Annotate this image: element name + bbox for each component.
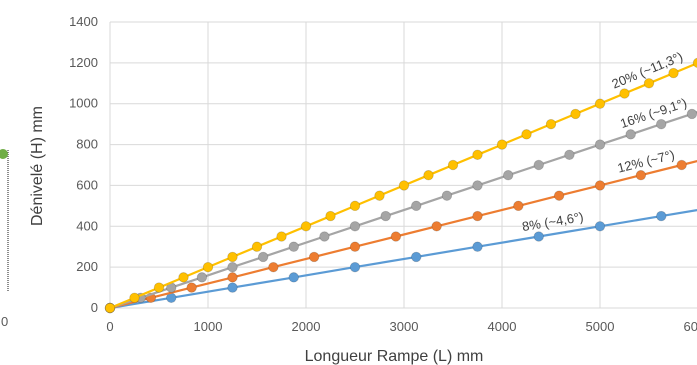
x-tick-label: 6000 — [684, 319, 697, 334]
x-tick-label: 4000 — [488, 319, 517, 334]
data-point — [227, 261, 238, 273]
data-point — [594, 221, 606, 232]
data-point — [374, 190, 385, 201]
data-point — [594, 180, 606, 191]
x-tick-label: 2000 — [292, 319, 321, 334]
data-point — [686, 108, 697, 120]
y-tick-label: 600 — [76, 177, 98, 192]
x-axis-title: Longueur Rampe (L) mm — [305, 348, 484, 365]
data-point — [472, 149, 483, 160]
data-point — [502, 170, 514, 181]
data-point — [594, 139, 606, 150]
y-tick-label: 1400 — [69, 14, 98, 29]
data-point — [545, 118, 557, 130]
x-tick-label: 1000 — [194, 319, 223, 334]
data-point — [104, 302, 116, 314]
data-point — [594, 98, 606, 109]
data-point — [349, 241, 361, 252]
data-point — [288, 241, 299, 252]
data-point — [227, 251, 238, 263]
series-3 — [104, 108, 697, 314]
series-line — [109, 160, 697, 310]
data-point — [153, 282, 165, 293]
data-point — [570, 108, 581, 120]
data-point — [472, 210, 483, 222]
data-point — [564, 149, 575, 160]
y-tick-label: 1000 — [69, 96, 98, 111]
data-point — [288, 272, 299, 283]
data-point — [251, 241, 263, 252]
data-point — [196, 272, 208, 283]
data-point — [349, 261, 361, 273]
data-point — [380, 210, 391, 222]
series-layer — [104, 57, 697, 314]
data-point — [472, 241, 483, 252]
data-point — [349, 200, 361, 212]
data-point — [178, 272, 189, 283]
data-point — [325, 210, 336, 222]
partial-left-chart: 0 — [0, 149, 9, 329]
data-point — [319, 231, 330, 242]
data-point — [619, 88, 630, 99]
data-point — [398, 180, 410, 191]
data-point — [300, 221, 312, 232]
data-point — [411, 251, 422, 263]
data-point — [625, 129, 636, 140]
data-point — [553, 190, 565, 201]
y-tick-labels: 0 200 400 600 800 1000 1200 1400 — [69, 14, 98, 315]
data-point — [411, 200, 422, 212]
x-tick-labels: 0 1000 2000 3000 4000 5000 6000 — [106, 319, 697, 334]
data-point — [423, 170, 434, 181]
data-point — [268, 261, 279, 273]
data-point — [349, 221, 361, 232]
data-point — [692, 57, 697, 68]
data-point — [656, 210, 667, 222]
data-point — [533, 231, 544, 242]
y-axis-title: Dénivelé (H) mm — [29, 106, 46, 226]
data-point — [656, 118, 667, 130]
x-tick-label: 3000 — [390, 319, 419, 334]
data-point — [513, 200, 524, 212]
x-tick-label: 5000 — [586, 319, 615, 334]
data-point — [676, 159, 687, 171]
data-point — [533, 159, 544, 171]
series-4 — [104, 57, 697, 314]
y-tick-label: 800 — [76, 137, 98, 152]
data-point — [129, 292, 140, 303]
data-point — [227, 272, 238, 283]
data-point — [441, 190, 453, 201]
series-2 — [104, 159, 697, 314]
data-point — [257, 251, 269, 263]
y-tick-label: 0 — [91, 300, 98, 315]
partial-left-marker — [0, 149, 8, 159]
data-point — [635, 170, 647, 181]
data-point — [472, 180, 483, 191]
y-tick-label: 200 — [76, 259, 98, 274]
data-point — [390, 231, 402, 242]
data-point — [496, 139, 508, 150]
data-point — [202, 261, 214, 273]
data-point — [668, 67, 679, 79]
data-point — [186, 282, 197, 293]
data-point — [227, 282, 238, 293]
data-point — [447, 159, 459, 171]
partial-left-tick-label: 0 — [1, 314, 8, 329]
data-point — [521, 129, 532, 140]
x-tick-label: 0 — [106, 319, 113, 334]
y-tick-label: 1200 — [69, 55, 98, 70]
data-point — [643, 78, 655, 89]
y-tick-label: 400 — [76, 218, 98, 233]
data-point — [308, 251, 320, 263]
data-point — [276, 231, 287, 242]
data-point — [431, 221, 442, 232]
